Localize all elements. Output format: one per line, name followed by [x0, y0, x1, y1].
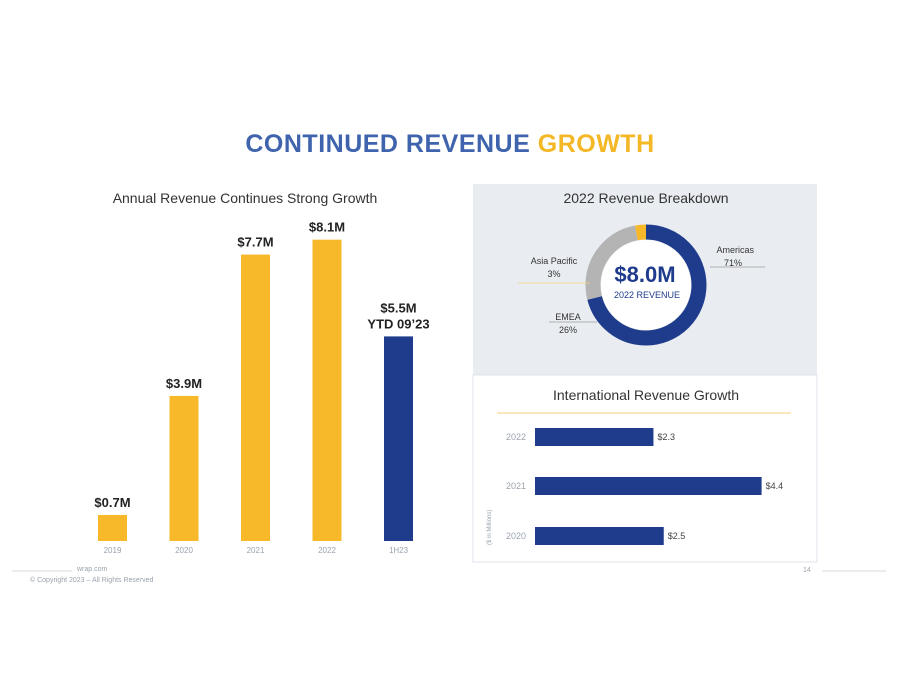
international-bars-group: 2022 $2.3 2021 $4.4 2020 $2.5	[506, 428, 783, 545]
footer-copyright: © Copyright 2023 – All Rights Reserved	[30, 577, 154, 584]
asia-percent: 3%	[547, 269, 560, 279]
annual-value-label: $5.5M	[380, 300, 416, 315]
intl-bar-2020	[535, 527, 664, 545]
international-chart-title: International Revenue Growth	[553, 387, 739, 403]
intl-category-label: 2020	[506, 531, 526, 541]
annual-value-label: $8.1M	[309, 220, 345, 235]
breakdown-chart-title: 2022 Revenue Breakdown	[563, 190, 728, 206]
donut-center-value: $8.0M	[614, 262, 675, 287]
annual-value-label: $3.9M	[166, 376, 202, 391]
americas-percent: 71%	[724, 258, 742, 268]
donut-slice-asia-pacific	[585, 224, 707, 346]
annual-bar-2020	[169, 395, 199, 541]
donut-slice-emea	[585, 224, 707, 346]
annual-bar-2021	[241, 254, 270, 541]
annual-bar-1h23	[384, 336, 413, 541]
annual-ticks-group: 2019 2020 2021 2022 1H23	[104, 546, 409, 555]
annual-category-tick: 2019	[104, 546, 122, 555]
annual-category-tick: 2022	[318, 546, 336, 555]
annual-value-label: $7.7M	[237, 235, 273, 250]
annual-bars-group	[98, 239, 413, 541]
annual-category-tick: 2020	[175, 546, 193, 555]
intl-category-label: 2021	[506, 481, 526, 491]
annual-value-label: $0.7M	[94, 495, 130, 510]
intl-category-label: 2022	[506, 432, 526, 442]
slide-title: CONTINUED REVENUE GROWTH	[0, 130, 900, 159]
annual-category-tick: 1H23	[389, 546, 409, 555]
donut-hole	[601, 240, 691, 330]
slide-title-part1: CONTINUED REVENUE	[245, 130, 531, 158]
footer-url: wrap.com	[77, 566, 108, 573]
emea-percent: 26%	[559, 325, 577, 335]
international-y-axis-label: ($ in Millions)	[487, 510, 493, 545]
annual-category-tick: 2021	[247, 546, 265, 555]
intl-value-label: $4.4	[766, 481, 784, 491]
annual-chart-title: Annual Revenue Continues Strong Growth	[113, 190, 378, 206]
donut-center-label: 2022 REVENUE	[614, 290, 680, 300]
intl-value-label: $2.5	[668, 531, 686, 541]
americas-name: Americas	[716, 245, 754, 255]
annual-value-sublabel: YTD 09’23	[367, 316, 429, 331]
intl-value-label: $2.3	[657, 432, 675, 442]
annual-bar-2019	[98, 514, 127, 541]
asia-name: Asia Pacific	[531, 256, 578, 266]
intl-bar-2021	[535, 477, 762, 495]
annual-bar-2022	[312, 239, 342, 541]
page-number: 14	[803, 567, 811, 574]
intl-bar-2022	[535, 428, 654, 446]
slide-title-part2: GROWTH	[537, 130, 655, 158]
emea-name: EMEA	[555, 312, 581, 322]
donut-group	[585, 224, 707, 346]
